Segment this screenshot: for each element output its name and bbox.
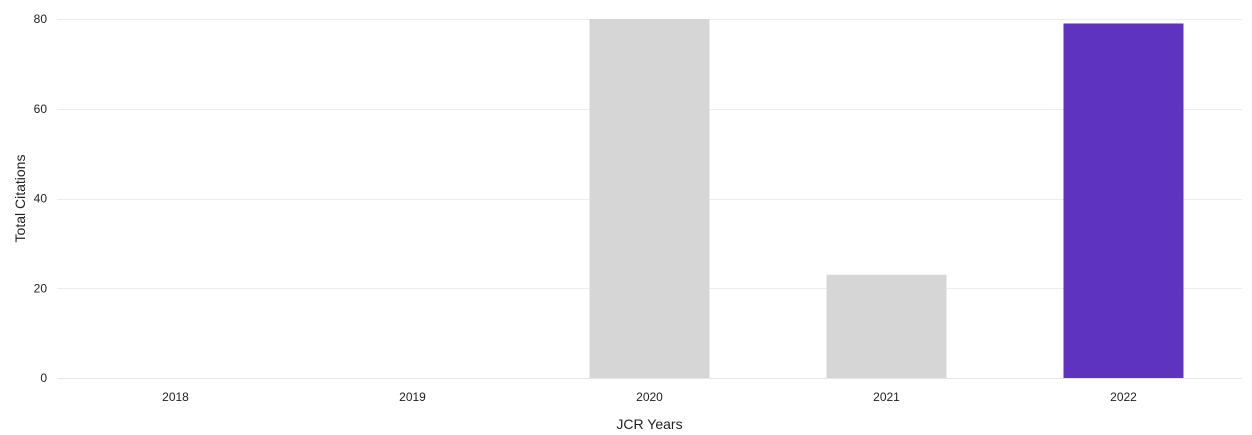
x-tick-label: 2018: [162, 390, 189, 404]
bar-2020[interactable]: [589, 19, 710, 378]
bar-2022[interactable]: [1063, 23, 1184, 379]
y-tick-label: 0: [40, 371, 47, 385]
y-tick-label: 60: [34, 102, 48, 116]
x-tick-label: 2019: [399, 390, 426, 404]
bars: [589, 19, 1184, 379]
y-tick-labels: 0 20 40 60 80: [34, 12, 48, 385]
x-tick-labels: 2018 2019 2020 2021 2022: [162, 390, 1137, 404]
x-tick-label: 2022: [1110, 390, 1137, 404]
y-tick-label: 40: [34, 192, 48, 206]
bar-2021[interactable]: [826, 274, 947, 378]
y-axis-title: Total Citations: [12, 155, 28, 243]
x-tick-label: 2020: [636, 390, 663, 404]
y-tick-label: 80: [34, 12, 48, 26]
y-tick-label: 20: [34, 281, 48, 295]
x-tick-label: 2021: [873, 390, 900, 404]
x-axis-title: JCR Years: [616, 416, 682, 432]
